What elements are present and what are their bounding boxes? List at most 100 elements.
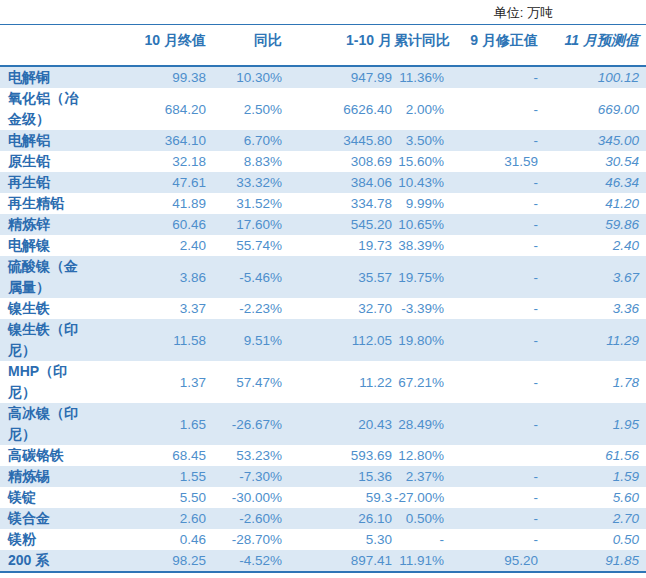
cell-yoy: 10.30% (208, 66, 284, 88)
cell-sep-revised: - (446, 487, 540, 508)
cell-cumulative-yoy: 38.39% (394, 235, 446, 256)
cell-yoy: 57.47% (208, 361, 284, 403)
cell-jan-oct: 59.3 (284, 487, 394, 508)
cell-cumulative-yoy: 10.65% (394, 214, 446, 235)
cell-cumulative-yoy: 12.80% (394, 445, 446, 466)
cell-cumulative-yoy: 11.91% (394, 550, 446, 572)
cell-jan-oct: 19.73 (284, 235, 394, 256)
cell-cumulative-yoy: 67.21% (394, 361, 446, 403)
cell-jan-oct: 947.99 (284, 66, 394, 88)
cell-nov-forecast: 46.34 (540, 172, 646, 193)
cell-sep-revised: - (446, 193, 540, 214)
table-row: 镁粉0.46-28.70%5.30--0.50 (0, 529, 646, 550)
cell-yoy: -2.60% (208, 508, 284, 529)
row-label: 镍生铁（印 尼） (0, 319, 96, 361)
cell-sep-revised: - (446, 235, 540, 256)
row-label: 镁粉 (0, 529, 96, 550)
cell-oct-final: 3.37 (96, 298, 208, 319)
cell-cumulative-yoy: 3.50% (394, 130, 446, 151)
cell-nov-forecast: 0.50 (540, 529, 646, 550)
cell-oct-final: 68.45 (96, 445, 208, 466)
cell-oct-final: 98.25 (96, 550, 208, 572)
row-label: 镍生铁 (0, 298, 96, 319)
cell-oct-final: 41.89 (96, 193, 208, 214)
table-row: 精炼锌60.4617.60%545.2010.65%-59.86 (0, 214, 646, 235)
cell-nov-forecast: 1.59 (540, 466, 646, 487)
cell-nov-forecast: 41.20 (540, 193, 646, 214)
cell-yoy: -4.52% (208, 550, 284, 572)
cell-nov-forecast: 5.60 (540, 487, 646, 508)
row-label: 再生铅 (0, 172, 96, 193)
cell-oct-final: 60.46 (96, 214, 208, 235)
cell-yoy: 31.52% (208, 193, 284, 214)
cell-yoy: 33.32% (208, 172, 284, 193)
table-row: 硫酸镍（金 属量）3.86-5.46%35.5719.75%-3.67 (0, 256, 646, 298)
cell-cumulative-yoy: 19.80% (394, 319, 446, 361)
cell-sep-revised: - (446, 529, 540, 550)
cell-cumulative-yoy: 2.00% (394, 88, 446, 130)
cell-nov-forecast: 30.54 (540, 151, 646, 172)
cell-cumulative-yoy: 10.43% (394, 172, 446, 193)
row-label: 电解铜 (0, 66, 96, 88)
cell-yoy: -30.00% (208, 487, 284, 508)
cell-yoy: 8.83% (208, 151, 284, 172)
table-row: 电解铜99.3810.30%947.9911.36%-100.12 (0, 66, 646, 88)
cell-nov-forecast: 3.67 (540, 256, 646, 298)
header-oct-final: 10 月终值 (96, 25, 208, 67)
table-row: 电解铝364.106.70%3445.803.50%-345.00 (0, 130, 646, 151)
header-product (0, 25, 96, 67)
cell-sep-revised: - (446, 172, 540, 193)
cell-sep-revised: - (446, 466, 540, 487)
unit-row: 单位: 万吨 (0, 0, 646, 24)
cell-oct-final: 2.40 (96, 235, 208, 256)
table-row: 再生精铅41.8931.52%334.789.99%-41.20 (0, 193, 646, 214)
cell-jan-oct: 15.36 (284, 466, 394, 487)
row-label: 精炼锡 (0, 466, 96, 487)
row-label: 氧化铝（冶 金级） (0, 88, 96, 130)
cell-jan-oct: 112.05 (284, 319, 394, 361)
row-label: 再生精铅 (0, 193, 96, 214)
cell-sep-revised: - (446, 256, 540, 298)
cell-oct-final: 2.60 (96, 508, 208, 529)
cell-yoy: 55.74% (208, 235, 284, 256)
table-row: 镍生铁（印 尼）11.589.51%112.0519.80%-11.29 (0, 319, 646, 361)
cell-oct-final: 11.58 (96, 319, 208, 361)
cell-nov-forecast: 59.86 (540, 214, 646, 235)
cell-sep-revised: - (446, 403, 540, 445)
cell-cumulative-yoy: 15.60% (394, 151, 446, 172)
cell-sep-revised: 95.20 (446, 550, 540, 572)
cell-oct-final: 3.86 (96, 256, 208, 298)
row-label: 高冰镍（印 尼） (0, 403, 96, 445)
cell-yoy: -2.23% (208, 298, 284, 319)
cell-jan-oct: 545.20 (284, 214, 394, 235)
cell-cumulative-yoy: 0.50% (394, 508, 446, 529)
cell-jan-oct: 5.30 (284, 529, 394, 550)
cell-oct-final: 99.38 (96, 66, 208, 88)
row-label: 电解镍 (0, 235, 96, 256)
cell-jan-oct: 3445.80 (284, 130, 394, 151)
cell-nov-forecast: 2.40 (540, 235, 646, 256)
cell-jan-oct: 593.69 (284, 445, 394, 466)
cell-jan-oct: 26.10 (284, 508, 394, 529)
cell-jan-oct: 11.22 (284, 361, 394, 403)
cell-jan-oct: 334.78 (284, 193, 394, 214)
cell-jan-oct: 6626.40 (284, 88, 394, 130)
row-label: 精炼锌 (0, 214, 96, 235)
table-row: 原生铅32.188.83%308.6915.60%31.5930.54 (0, 151, 646, 172)
cell-sep-revised: - (446, 508, 540, 529)
cell-jan-oct: 32.70 (284, 298, 394, 319)
unit-label: 单位: 万吨 (494, 5, 553, 20)
header-jan-oct: 1-10 月 (284, 25, 394, 67)
cell-yoy: 9.51% (208, 319, 284, 361)
cell-yoy: 2.50% (208, 88, 284, 130)
row-label: 镁合金 (0, 508, 96, 529)
header-row: 10 月终值 同比 1-10 月 累计同比 9 月修正值 11 月预测值 (0, 25, 646, 67)
cell-cumulative-yoy: 9.99% (394, 193, 446, 214)
cell-jan-oct: 897.41 (284, 550, 394, 572)
row-label: MHP（印 尼） (0, 361, 96, 403)
cell-oct-final: 0.46 (96, 529, 208, 550)
cell-yoy: 17.60% (208, 214, 284, 235)
cell-nov-forecast: 3.36 (540, 298, 646, 319)
cell-nov-forecast: 669.00 (540, 88, 646, 130)
cell-jan-oct: 308.69 (284, 151, 394, 172)
